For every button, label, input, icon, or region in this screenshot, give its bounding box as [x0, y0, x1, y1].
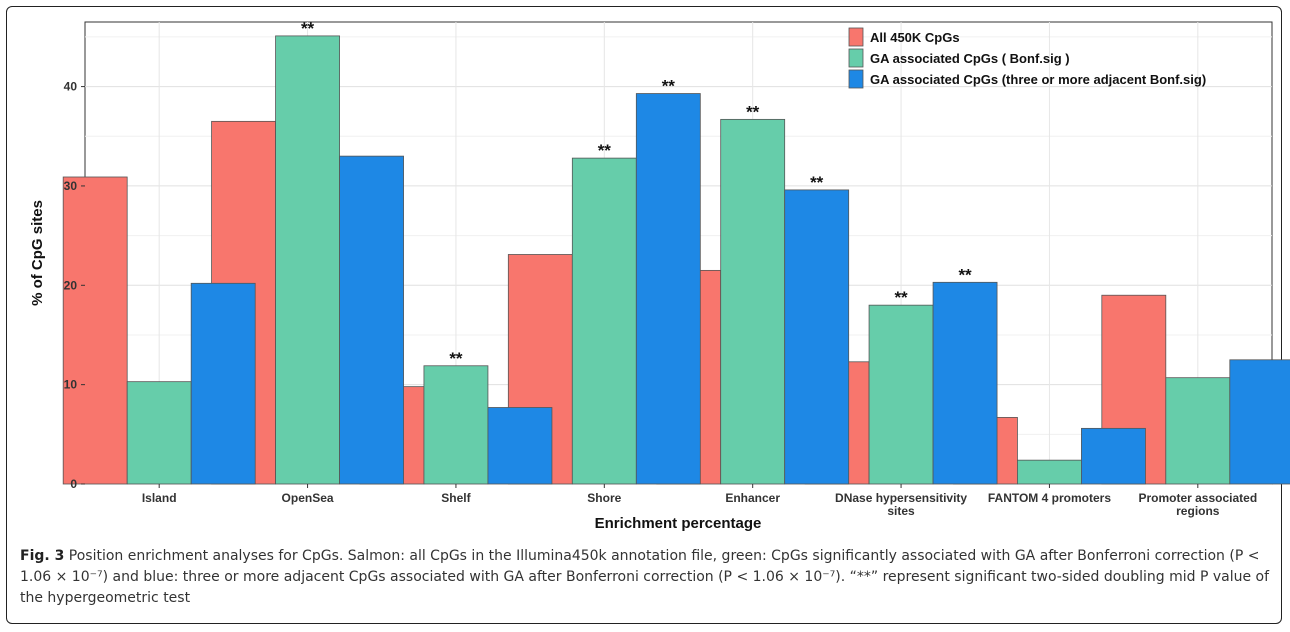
- x-tick-label: OpenSea: [282, 491, 334, 505]
- significance-markers: ** ** ** ** ** ** ** **: [301, 19, 972, 368]
- significance-marker: **: [958, 265, 972, 284]
- caption-text: Position enrichment analyses for CpGs. S…: [20, 548, 1270, 606]
- y-tick-label: 30: [64, 179, 78, 193]
- bar: [275, 35, 340, 485]
- bar: [784, 189, 850, 485]
- significance-marker: **: [810, 173, 824, 192]
- bar: [635, 93, 701, 485]
- bar: [571, 157, 637, 485]
- legend-swatch: [848, 69, 864, 89]
- bar: [868, 304, 934, 485]
- bar: [190, 282, 256, 485]
- significance-marker: **: [449, 349, 463, 368]
- bar: [1229, 359, 1290, 485]
- x-axis: Island OpenSea Shelf Shore Enhancer DNase hyp…: [142, 484, 1257, 518]
- y-axis-title: % of CpG sites: [29, 200, 46, 306]
- x-tick-label: Promoter associated: [1138, 491, 1257, 505]
- bar: [1081, 427, 1146, 485]
- significance-marker: **: [894, 288, 908, 307]
- x-tick-label: Enhancer: [725, 491, 780, 505]
- significance-marker: **: [746, 102, 760, 121]
- figure-label: Fig. 3: [20, 548, 65, 564]
- x-tick-label: Island: [142, 491, 177, 505]
- figure-frame: [6, 6, 1282, 624]
- bar: [720, 118, 786, 485]
- y-tick-label: 40: [64, 80, 78, 94]
- bar: [1165, 377, 1231, 485]
- y-tick-label: 20: [64, 278, 78, 292]
- bar-chart: ** ** ** ** ** ** ** ** 0 10 20 30 40 Island OpenSea…: [29, 19, 1290, 532]
- x-tick-label: Shelf: [441, 491, 471, 505]
- y-tick-label: 0: [70, 477, 77, 491]
- y-tick-label: 10: [64, 378, 78, 392]
- bar: [1017, 459, 1082, 485]
- significance-marker: **: [662, 77, 676, 96]
- x-tick-label: sites: [887, 504, 915, 518]
- x-tick-label: DNase hypersensitivity: [835, 491, 967, 505]
- legend-swatch: [848, 27, 864, 47]
- figure-caption: Fig. 3 Position enrichment analyses for …: [20, 546, 1275, 609]
- legend: All 450K CpGs GA associated CpGs ( Bonf.s…: [848, 27, 1206, 89]
- legend-swatch: [848, 48, 864, 68]
- bar: [487, 407, 553, 485]
- bar: [126, 381, 192, 485]
- significance-marker: **: [301, 19, 315, 38]
- legend-label: GA associated CpGs ( Bonf.sig ): [870, 51, 1070, 66]
- x-tick-label: FANTOM 4 promoters: [988, 491, 1111, 505]
- x-tick-label: regions: [1176, 504, 1220, 518]
- y-axis: 0 10 20 30 40: [64, 80, 85, 491]
- bar: [932, 281, 998, 485]
- legend-label: All 450K CpGs: [870, 30, 960, 45]
- x-tick-label: Shore: [587, 491, 621, 505]
- x-axis-title: Enrichment percentage: [595, 515, 762, 532]
- legend-label: GA associated CpGs (three or more adjace…: [870, 72, 1206, 87]
- bar: [339, 155, 404, 485]
- bars: [62, 35, 1290, 485]
- significance-marker: **: [598, 141, 612, 160]
- bar: [423, 365, 489, 485]
- bar: [62, 176, 128, 485]
